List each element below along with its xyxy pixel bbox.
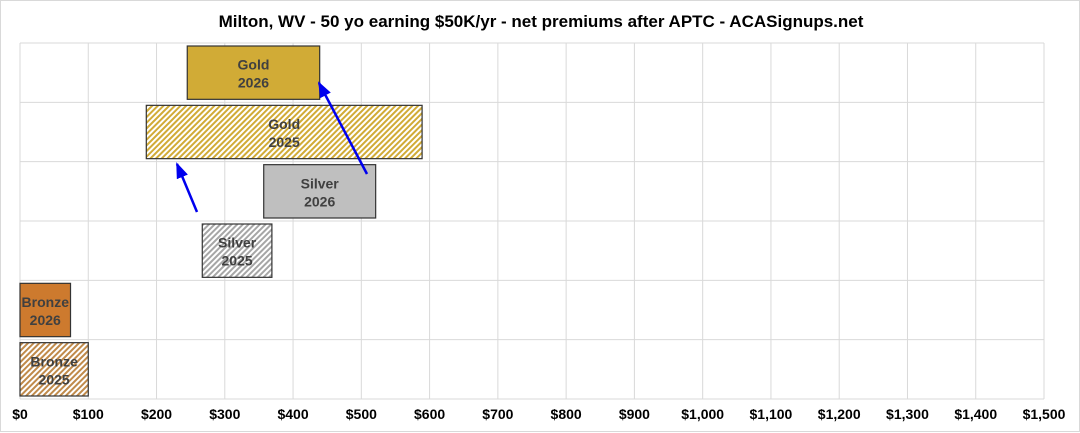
chart-title: Milton, WV - 50 yo earning $50K/yr - net… [219, 12, 864, 31]
x-tick-label: $100 [73, 406, 104, 422]
bar-label: Bronze [22, 294, 70, 310]
bar-bronze-2026 [19, 282, 72, 338]
x-tick-label: $1,100 [750, 406, 793, 422]
x-tick-label: $1,400 [954, 406, 997, 422]
x-tick-label: $700 [482, 406, 513, 422]
bar-label: Gold [238, 57, 270, 73]
arrow-annotation [317, 81, 369, 175]
bar-label: Bronze [30, 353, 78, 369]
bar-label: Gold [268, 116, 300, 132]
x-tick-label: $1,000 [681, 406, 724, 422]
x-tick-label: $1,300 [886, 406, 929, 422]
bar-label: 2025 [269, 134, 300, 150]
x-tick-label: $1,200 [818, 406, 861, 422]
bar-label: Silver [218, 235, 257, 251]
bar-bronze-2025 [19, 342, 89, 397]
x-tick-label: $500 [346, 406, 377, 422]
x-tick-label: $400 [277, 406, 308, 422]
x-tick-label: $200 [141, 406, 172, 422]
bar-label: 2026 [304, 193, 335, 209]
bar-silver-2025 [201, 223, 273, 278]
bar-gold-2025 [145, 104, 423, 160]
x-tick-label: $1,500 [1023, 406, 1066, 422]
x-tick-label: $800 [551, 406, 582, 422]
bar-label: 2026 [238, 75, 269, 91]
x-tick-label: $0 [12, 406, 28, 422]
x-tick-label: $900 [619, 406, 650, 422]
bar-label: 2025 [39, 371, 70, 387]
bar-silver-2026 [263, 164, 377, 219]
bar-label: 2026 [30, 312, 61, 328]
x-tick-label: $600 [414, 406, 445, 422]
bar-label: 2025 [222, 253, 253, 269]
x-tick-label: $300 [209, 406, 240, 422]
arrow-annotation [175, 162, 199, 213]
bar-gold-2026 [186, 45, 321, 100]
bar-label: Silver [301, 175, 340, 191]
